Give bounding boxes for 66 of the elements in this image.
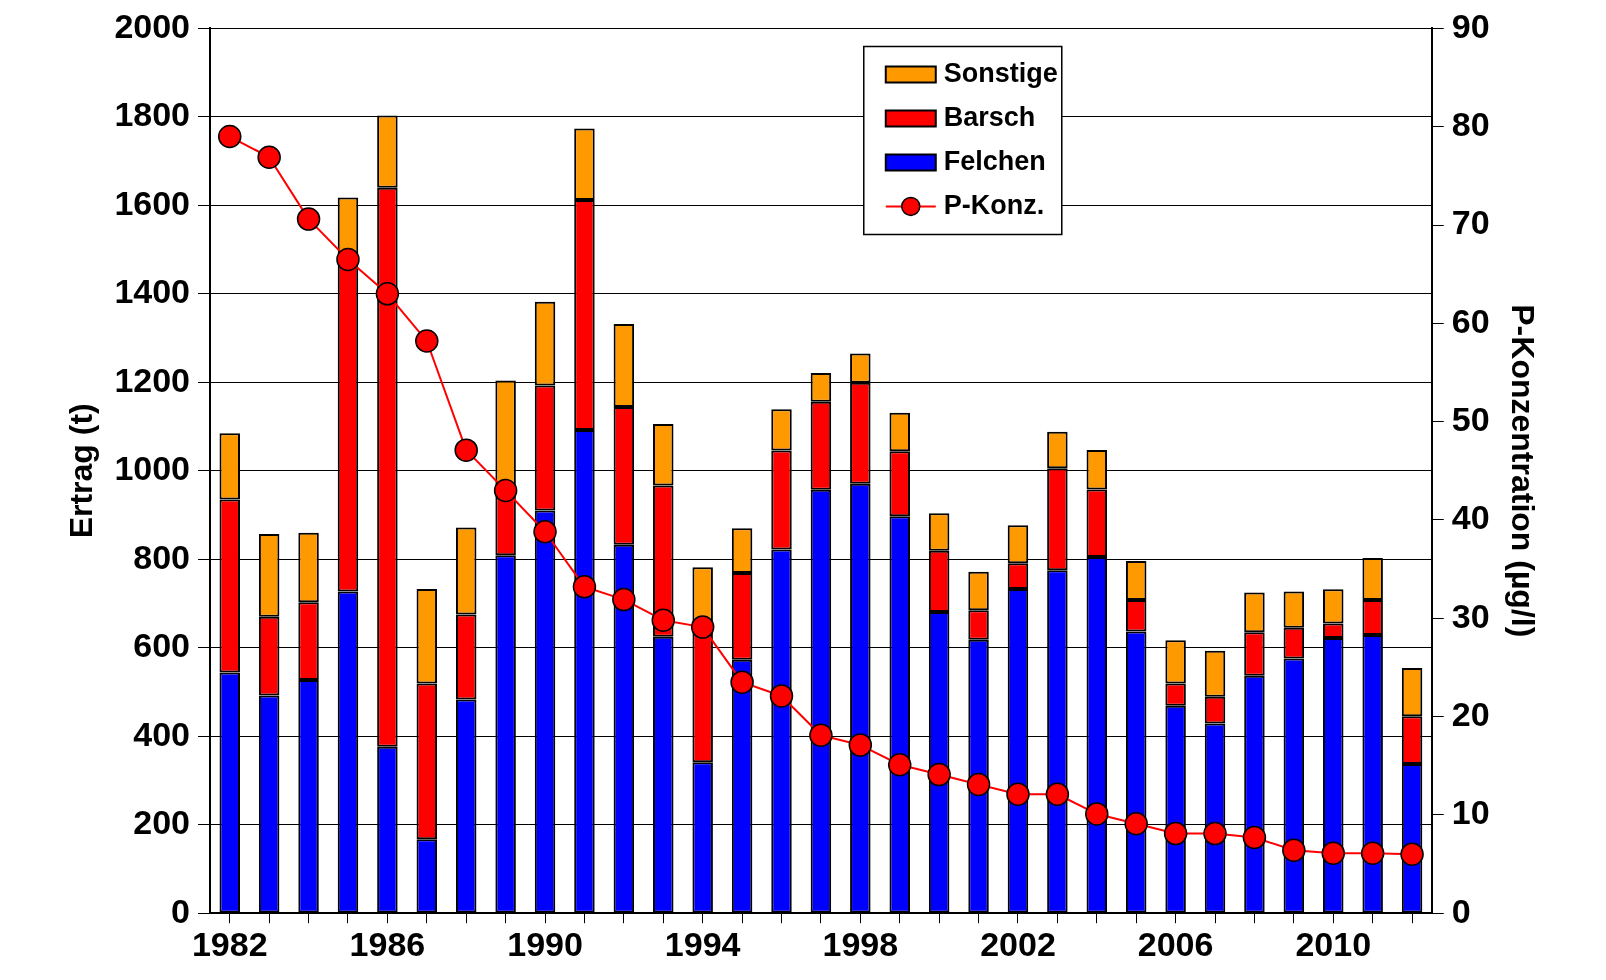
point bbox=[336, 247, 360, 272]
point bbox=[1400, 842, 1424, 866]
point bbox=[1242, 825, 1267, 850]
y-tick-label: 200 bbox=[133, 803, 191, 842]
point bbox=[887, 753, 912, 777]
y2-tick-label: 50 bbox=[1451, 400, 1490, 439]
y2-tick-label: 30 bbox=[1451, 596, 1490, 635]
y-tick-label: 0 bbox=[171, 891, 191, 930]
point bbox=[533, 520, 557, 544]
y2-axis-title: P-Konzentration (µg/l) bbox=[1504, 304, 1541, 638]
y2-tick-label: 0 bbox=[1451, 891, 1471, 930]
point bbox=[1321, 841, 1345, 865]
x-tick-label: 1986 bbox=[349, 924, 426, 963]
point bbox=[809, 723, 833, 748]
point bbox=[1360, 841, 1385, 865]
y-tick-label: 1800 bbox=[114, 95, 191, 134]
point bbox=[927, 762, 951, 787]
y-tick-label: 1000 bbox=[114, 449, 191, 488]
y-tick-label: 2000 bbox=[114, 6, 191, 45]
x-tick-label: 2002 bbox=[980, 924, 1056, 963]
y2-tick-label: 20 bbox=[1451, 694, 1490, 733]
point bbox=[217, 124, 242, 149]
legend-label: Sonstige bbox=[943, 57, 1058, 88]
y-axis-title: Ertrag (t) bbox=[63, 403, 100, 539]
y2-tick-label: 80 bbox=[1451, 105, 1490, 144]
y2-tick-label: 70 bbox=[1451, 203, 1490, 242]
point bbox=[257, 145, 281, 169]
point bbox=[730, 670, 754, 694]
point bbox=[1282, 838, 1306, 863]
y-tick-label: 1200 bbox=[114, 360, 191, 399]
point bbox=[848, 733, 873, 757]
point bbox=[296, 207, 321, 231]
y-tick-label: 1600 bbox=[114, 183, 191, 222]
y2-tick-label: 40 bbox=[1451, 498, 1490, 537]
point bbox=[1203, 821, 1227, 846]
point bbox=[1124, 811, 1148, 836]
legend-label: Felchen bbox=[943, 145, 1046, 176]
point bbox=[493, 478, 518, 503]
point bbox=[966, 772, 991, 797]
x-tick-label: 1990 bbox=[507, 924, 583, 963]
point bbox=[769, 684, 794, 708]
y-tick-label: 800 bbox=[133, 537, 191, 576]
y-tick-label: 400 bbox=[133, 714, 191, 753]
x-tick-label: 1982 bbox=[191, 924, 268, 963]
y-tick-label: 600 bbox=[133, 626, 191, 665]
y2-tick-label: 60 bbox=[1451, 301, 1490, 340]
legend-label: Barsch bbox=[943, 101, 1036, 132]
point bbox=[651, 608, 676, 632]
point bbox=[1006, 782, 1030, 806]
point bbox=[1163, 821, 1188, 846]
legend-label: P-Konz. bbox=[943, 189, 1045, 220]
x-tick-label: 1994 bbox=[664, 924, 741, 963]
point bbox=[454, 438, 478, 462]
point bbox=[375, 282, 400, 306]
point bbox=[1045, 782, 1070, 806]
y2-tick-label: 90 bbox=[1451, 6, 1490, 45]
x-tick-label: 2006 bbox=[1137, 924, 1214, 963]
point bbox=[572, 575, 597, 599]
x-tick-label: 2010 bbox=[1295, 924, 1372, 963]
point bbox=[690, 615, 715, 639]
point bbox=[612, 587, 636, 612]
y-tick-label: 1400 bbox=[114, 272, 191, 311]
point bbox=[1085, 802, 1109, 826]
y2-tick-label: 10 bbox=[1451, 793, 1490, 832]
x-tick-label: 1998 bbox=[822, 924, 899, 963]
point bbox=[415, 329, 439, 353]
